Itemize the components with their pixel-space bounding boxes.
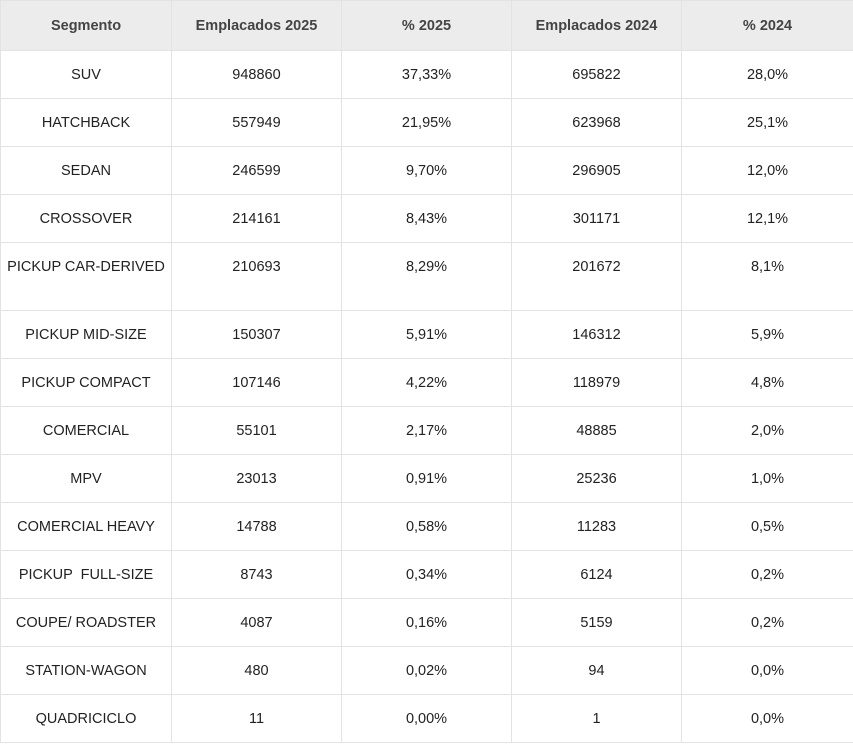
table-row: CROSSOVER 214161 8,43% 301171 12,1% (0, 194, 853, 243)
cell-emplacados-2025: 150307 (171, 310, 342, 359)
table-row: SUV 948860 37,33% 695822 28,0% (0, 50, 853, 99)
cell-pct-2025: 0,91% (341, 454, 512, 503)
cell-pct-2024: 1,0% (681, 454, 853, 503)
cell-emplacados-2024: 201672 (511, 242, 682, 311)
cell-pct-2024: 0,2% (681, 598, 853, 647)
cell-segmento: PICKUP COMPACT (0, 358, 172, 407)
cell-pct-2025: 21,95% (341, 98, 512, 147)
cell-emplacados-2024: 301171 (511, 194, 682, 243)
table-row: QUADRICICLO 11 0,00% 1 0,0% (0, 694, 853, 743)
cell-emplacados-2025: 214161 (171, 194, 342, 243)
cell-emplacados-2024: 118979 (511, 358, 682, 407)
cell-emplacados-2025: 55101 (171, 406, 342, 455)
cell-emplacados-2024: 623968 (511, 98, 682, 147)
cell-pct-2024: 0,5% (681, 502, 853, 551)
cell-pct-2024: 0,2% (681, 550, 853, 599)
cell-pct-2024: 0,0% (681, 694, 853, 743)
cell-emplacados-2024: 695822 (511, 50, 682, 99)
header-pct-2025: % 2025 (341, 0, 512, 51)
table-row: HATCHBACK 557949 21,95% 623968 25,1% (0, 98, 853, 147)
cell-emplacados-2025: 107146 (171, 358, 342, 407)
cell-pct-2025: 9,70% (341, 146, 512, 195)
cell-emplacados-2025: 8743 (171, 550, 342, 599)
table-row: PICKUP FULL-SIZE 8743 0,34% 6124 0,2% (0, 550, 853, 599)
table-row: MPV 23013 0,91% 25236 1,0% (0, 454, 853, 503)
table-row: COMERCIAL 55101 2,17% 48885 2,0% (0, 406, 853, 455)
table-header-row: Segmento Emplacados 2025 % 2025 Emplacad… (0, 0, 853, 51)
table-row: PICKUP MID-SIZE 150307 5,91% 146312 5,9% (0, 310, 853, 359)
cell-pct-2024: 0,0% (681, 646, 853, 695)
cell-emplacados-2024: 25236 (511, 454, 682, 503)
table-row: COUPE/ ROADSTER 4087 0,16% 5159 0,2% (0, 598, 853, 647)
cell-emplacados-2025: 948860 (171, 50, 342, 99)
table-row: PICKUP COMPACT 107146 4,22% 118979 4,8% (0, 358, 853, 407)
cell-segmento: COUPE/ ROADSTER (0, 598, 172, 647)
cell-pct-2024: 25,1% (681, 98, 853, 147)
cell-pct-2025: 0,16% (341, 598, 512, 647)
header-pct-2024: % 2024 (681, 0, 853, 51)
cell-pct-2025: 37,33% (341, 50, 512, 99)
cell-emplacados-2024: 94 (511, 646, 682, 695)
cell-segmento: QUADRICICLO (0, 694, 172, 743)
cell-emplacados-2024: 11283 (511, 502, 682, 551)
cell-emplacados-2024: 6124 (511, 550, 682, 599)
cell-segmento: PICKUP CAR-DERIVED (0, 242, 172, 311)
cell-segmento: PICKUP MID-SIZE (0, 310, 172, 359)
cell-segmento: SEDAN (0, 146, 172, 195)
cell-pct-2025: 0,00% (341, 694, 512, 743)
cell-segmento: HATCHBACK (0, 98, 172, 147)
table-row: STATION-WAGON 480 0,02% 94 0,0% (0, 646, 853, 695)
cell-emplacados-2025: 4087 (171, 598, 342, 647)
cell-pct-2024: 4,8% (681, 358, 853, 407)
cell-pct-2025: 0,58% (341, 502, 512, 551)
cell-segmento: PICKUP FULL-SIZE (0, 550, 172, 599)
cell-pct-2025: 5,91% (341, 310, 512, 359)
cell-emplacados-2025: 246599 (171, 146, 342, 195)
cell-segmento: CROSSOVER (0, 194, 172, 243)
cell-pct-2025: 4,22% (341, 358, 512, 407)
cell-emplacados-2024: 48885 (511, 406, 682, 455)
cell-pct-2024: 2,0% (681, 406, 853, 455)
cell-pct-2024: 12,0% (681, 146, 853, 195)
cell-emplacados-2025: 11 (171, 694, 342, 743)
table-row: PICKUP CAR-DERIVED 210693 8,29% 201672 8… (0, 242, 853, 311)
table-row: COMERCIAL HEAVY 14788 0,58% 11283 0,5% (0, 502, 853, 551)
header-emplacados-2024: Emplacados 2024 (511, 0, 682, 51)
cell-pct-2024: 28,0% (681, 50, 853, 99)
cell-emplacados-2024: 296905 (511, 146, 682, 195)
cell-emplacados-2024: 146312 (511, 310, 682, 359)
cell-emplacados-2025: 23013 (171, 454, 342, 503)
cell-emplacados-2025: 480 (171, 646, 342, 695)
cell-segmento: COMERCIAL (0, 406, 172, 455)
cell-emplacados-2025: 557949 (171, 98, 342, 147)
cell-pct-2024: 5,9% (681, 310, 853, 359)
cell-segmento: COMERCIAL HEAVY (0, 502, 172, 551)
cell-pct-2025: 2,17% (341, 406, 512, 455)
cell-pct-2025: 8,43% (341, 194, 512, 243)
header-emplacados-2025: Emplacados 2025 (171, 0, 342, 51)
cell-emplacados-2025: 14788 (171, 502, 342, 551)
header-segmento: Segmento (0, 0, 172, 51)
cell-pct-2025: 8,29% (341, 242, 512, 311)
cell-pct-2024: 8,1% (681, 242, 853, 311)
cell-emplacados-2024: 1 (511, 694, 682, 743)
cell-pct-2024: 12,1% (681, 194, 853, 243)
cell-pct-2025: 0,02% (341, 646, 512, 695)
cell-segmento: SUV (0, 50, 172, 99)
cell-segmento: MPV (0, 454, 172, 503)
table-row: SEDAN 246599 9,70% 296905 12,0% (0, 146, 853, 195)
cell-emplacados-2024: 5159 (511, 598, 682, 647)
cell-segmento: STATION-WAGON (0, 646, 172, 695)
cell-emplacados-2025: 210693 (171, 242, 342, 311)
cell-pct-2025: 0,34% (341, 550, 512, 599)
